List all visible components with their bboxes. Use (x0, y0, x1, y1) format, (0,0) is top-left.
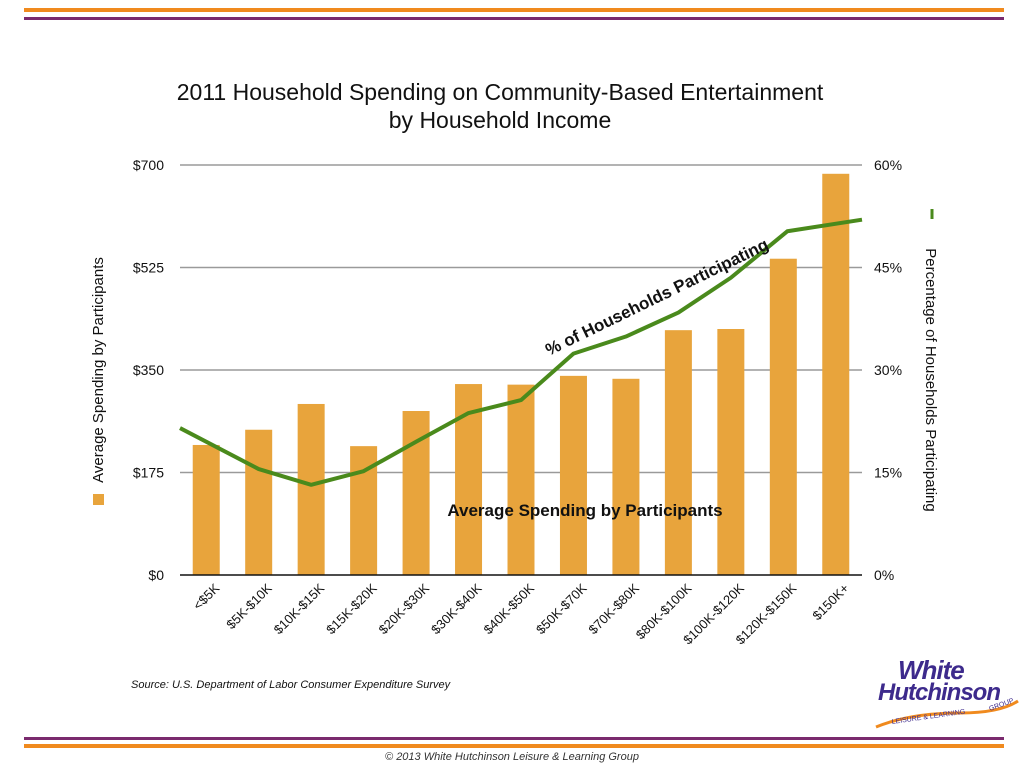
bar-annotation: Average Spending by Participants (447, 501, 722, 520)
y-tick-label: $0 (148, 567, 164, 583)
y2-tick-label: 15% (874, 465, 902, 481)
bar (822, 173, 850, 576)
legend-swatch-bar (93, 494, 104, 505)
y-tick-label: $525 (133, 260, 164, 276)
top-rule-orange (24, 8, 1004, 12)
bar (612, 378, 640, 575)
chart-title-line1: 2011 Household Spending on Community-Bas… (176, 79, 824, 105)
bar (664, 330, 692, 575)
x-category-label: $40K-$50K (481, 580, 538, 637)
bar-series (192, 173, 850, 576)
bottom-rule-purple (24, 737, 1004, 740)
bar (769, 258, 797, 575)
bar (297, 403, 325, 575)
bottom-rule-orange (24, 744, 1004, 748)
bar (559, 375, 587, 575)
line-series (179, 217, 863, 487)
y2-tick-label: 60% (874, 157, 902, 173)
footer-copyright: © 2013 White Hutchinson Leisure & Learni… (385, 751, 639, 763)
logo-tagline: LEISURE & LEARNING (891, 709, 966, 726)
source-note: Source: U.S. Department of Labor Consume… (131, 679, 451, 691)
y-tick-label: $350 (133, 362, 164, 378)
x-category-label: $50K-$70K (533, 580, 590, 637)
logo-text-white: White (898, 655, 965, 685)
line-series-path (179, 217, 863, 487)
logo-text-hutchinson: Hutchinson (878, 679, 1001, 706)
white-hutchinson-logo: White Hutchinson LEISURE & LEARNING GROU… (870, 655, 1020, 735)
x-category-label: $20K-$30K (376, 580, 433, 637)
y-axis-title: Average Spending by Participants (90, 257, 107, 483)
chart-title-line2: by Household Income (388, 107, 612, 133)
bar (717, 329, 745, 575)
y2-tick-label: 30% (874, 362, 902, 378)
top-rule-purple (24, 17, 1004, 20)
bar (507, 384, 535, 575)
x-category-label: $10K-$15K (271, 580, 328, 637)
logo-swoosh-icon: LEISURE & LEARNING GROUP (875, 697, 1019, 729)
bar (192, 444, 220, 575)
logo-group: GROUP (988, 697, 1015, 712)
x-category-label: $150K+ (809, 581, 852, 624)
y-tick-label: $700 (133, 157, 164, 173)
y2-tick-label: 45% (874, 260, 902, 276)
y2-tick-label: 0% (874, 567, 894, 583)
x-category-label: $15K-$20K (323, 580, 380, 637)
x-category-label: $30K-$40K (428, 580, 485, 637)
x-category-label: $70K-$80K (585, 580, 642, 637)
y2-axis-title: Percentage of Households Participating (922, 248, 939, 512)
x-category-label: <$5K (190, 580, 223, 613)
x-category-label: $5K-$10K (223, 580, 275, 632)
gridlines (180, 164, 862, 474)
bar (245, 429, 273, 575)
chart-title: 2011 Household Spending on Community-Bas… (0, 78, 1000, 134)
y-tick-label: $175 (133, 465, 164, 481)
